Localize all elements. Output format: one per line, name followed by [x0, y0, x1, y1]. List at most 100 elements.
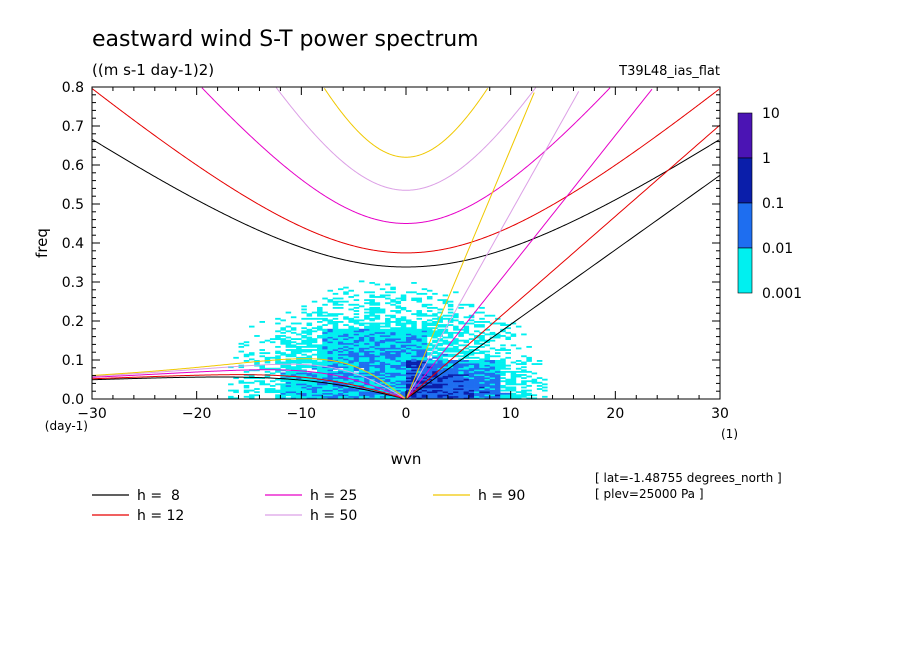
power-cell — [259, 352, 265, 355]
power-cell — [400, 366, 407, 369]
legend-label-h-90: h = 90 — [478, 488, 525, 504]
power-cell — [385, 283, 391, 286]
power-cell — [317, 392, 323, 395]
power-cell — [426, 395, 433, 398]
power-cell — [416, 353, 422, 356]
power-cell — [494, 384, 501, 387]
power-cell — [526, 375, 532, 378]
power-cell — [311, 338, 318, 341]
power-cell — [406, 322, 412, 325]
power-cell — [306, 391, 313, 394]
power-cell — [243, 384, 250, 387]
power-cell — [327, 356, 334, 359]
power-cell — [290, 331, 297, 334]
power-cell — [343, 350, 349, 353]
power-cell — [463, 388, 470, 390]
power-cell — [390, 370, 396, 373]
power-cell — [233, 397, 239, 400]
power-cell — [374, 327, 381, 330]
power-cell — [332, 339, 339, 342]
power-cell — [374, 336, 381, 339]
power-cell — [348, 330, 354, 333]
power-cell — [301, 392, 307, 395]
power-cell — [374, 378, 381, 381]
power-cell — [337, 338, 344, 341]
power-cell — [343, 361, 349, 364]
power-cell — [353, 360, 360, 362]
power-cell — [421, 356, 428, 359]
power-cell — [442, 397, 449, 400]
power-cell — [385, 367, 391, 370]
power-cell — [463, 381, 470, 384]
power-cell — [369, 314, 375, 317]
power-cell — [437, 352, 443, 355]
power-cell — [332, 366, 339, 369]
y-tick-label: 0.2 — [62, 314, 84, 330]
power-cell — [426, 394, 433, 397]
power-cell — [421, 372, 428, 375]
power-cell — [343, 370, 349, 373]
power-cell — [421, 360, 428, 362]
power-cell — [358, 342, 365, 345]
power-cell — [358, 330, 365, 333]
power-cell — [337, 386, 344, 389]
power-cell — [301, 317, 307, 320]
power-cell — [474, 395, 480, 398]
power-cell — [437, 325, 443, 328]
power-cell — [327, 342, 334, 345]
power-cell — [385, 345, 391, 348]
power-cell — [358, 381, 365, 384]
power-cell — [437, 358, 443, 361]
power-cell — [505, 367, 511, 370]
power-cell — [301, 361, 307, 364]
power-cell — [400, 370, 407, 373]
power-cell — [327, 349, 334, 351]
power-cell — [432, 360, 438, 362]
power-cell — [364, 360, 370, 362]
power-cell — [536, 360, 543, 362]
curve-kelvin-h-8 — [405, 174, 721, 400]
power-cell — [332, 314, 339, 317]
power-cell — [327, 345, 334, 348]
power-cell — [343, 375, 349, 378]
power-cell — [369, 370, 375, 373]
power-cell — [364, 328, 370, 331]
power-cell — [531, 378, 538, 381]
power-cell — [280, 331, 286, 334]
power-cell — [447, 386, 454, 389]
power-cell — [311, 360, 318, 362]
power-cell — [484, 355, 491, 358]
power-cell — [489, 370, 496, 373]
power-cell — [484, 341, 491, 344]
power-cell — [332, 328, 339, 331]
power-cell — [453, 341, 459, 344]
power-cell — [369, 377, 375, 380]
power-cell — [332, 388, 339, 390]
power-cell — [432, 386, 438, 389]
power-cell — [353, 353, 360, 356]
power-cell — [411, 325, 417, 328]
power-cell — [447, 380, 454, 383]
power-cell — [479, 311, 485, 314]
power-cell — [458, 349, 464, 351]
power-cell — [364, 335, 370, 337]
power-cell — [521, 370, 527, 373]
power-cell — [400, 345, 407, 348]
power-cell — [264, 358, 271, 361]
power-cell — [510, 394, 517, 397]
power-cell — [348, 378, 354, 381]
power-cell — [458, 384, 464, 387]
power-cell — [463, 378, 470, 381]
power-cell — [411, 350, 417, 353]
power-cell — [322, 311, 328, 314]
power-cell — [406, 344, 412, 347]
power-cell — [379, 366, 386, 369]
power-cell — [353, 389, 360, 392]
power-cell — [280, 366, 286, 369]
power-cell — [474, 335, 480, 337]
power-cell — [337, 380, 344, 383]
power-cell — [500, 394, 506, 397]
power-cell — [385, 386, 391, 389]
x-tick-label: −10 — [287, 406, 317, 422]
